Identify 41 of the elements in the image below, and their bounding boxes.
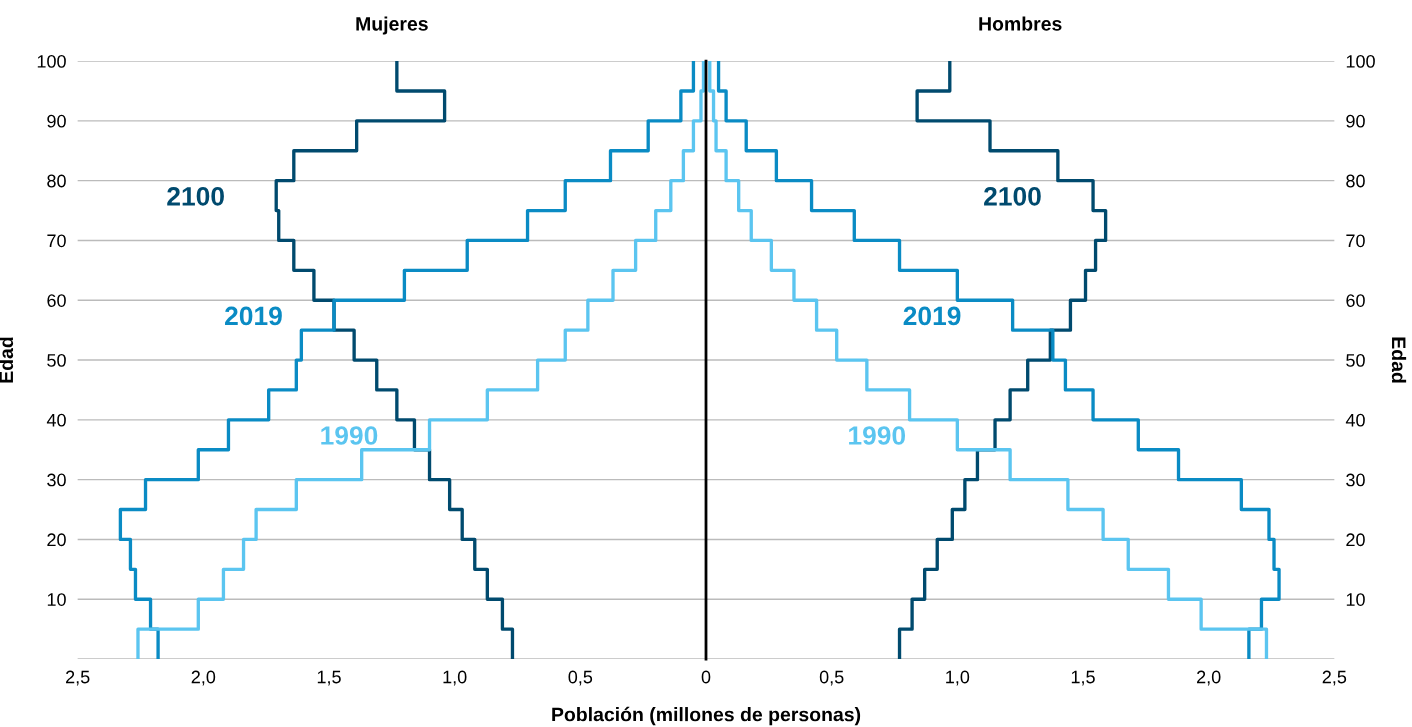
y-tick-label: 70 <box>47 234 66 248</box>
x-tick-label: 2,0 <box>1197 670 1221 686</box>
chart-title: Mujeres <box>356 16 428 35</box>
x-tick-label: 2,5 <box>1322 670 1347 686</box>
y-tick-label: 40 <box>1345 413 1365 427</box>
y-tick-label: 80 <box>47 174 66 188</box>
y-axis-title: Edad <box>1391 337 1407 383</box>
series-label: 2100 <box>984 187 1041 206</box>
series-label: 1990 <box>849 426 906 445</box>
y-tick-label: 20 <box>1346 533 1365 547</box>
y-tick-label: 80 <box>1346 174 1365 188</box>
y-tick-label: 50 <box>47 353 66 367</box>
x-tick-label: 2,0 <box>191 670 216 686</box>
series-label: 2100 <box>167 187 224 206</box>
y-tick-label: 30 <box>1346 473 1365 487</box>
x-tick-label: 0 <box>701 670 711 684</box>
y-tick-label: 40 <box>46 413 66 427</box>
y-tick-label: 90 <box>47 114 66 128</box>
x-tick-label: 0,5 <box>819 670 844 686</box>
chart-title: Hombres <box>979 16 1062 31</box>
x-tick-label: 1,0 <box>443 670 467 686</box>
x-axis-title: Población (millones de personas) <box>552 706 861 726</box>
series-label: 2019 <box>903 306 961 326</box>
y-tick-label: 70 <box>1346 234 1365 248</box>
y-tick-label: 50 <box>1346 353 1365 367</box>
x-tick-label: 1,5 <box>317 670 341 686</box>
series-label: 2019 <box>225 306 282 326</box>
y-tick-label: 100 <box>1346 55 1375 68</box>
y-tick-label: 100 <box>37 55 66 68</box>
y-tick-label: 20 <box>47 533 66 547</box>
y-tick-label: 90 <box>1346 114 1365 128</box>
y-tick-label: 30 <box>47 473 66 487</box>
y-tick-label: 10 <box>47 593 66 606</box>
y-tick-label: 60 <box>1346 294 1365 307</box>
series-label: 1990 <box>321 426 378 445</box>
y-tick-label: 60 <box>47 294 66 307</box>
y-tick-label: 10 <box>1346 593 1365 606</box>
x-tick-label: 1,5 <box>1071 670 1095 686</box>
x-tick-label: 1,0 <box>946 670 970 686</box>
x-tick-label: 0,5 <box>568 670 593 686</box>
x-tick-label: 2,5 <box>66 670 90 686</box>
